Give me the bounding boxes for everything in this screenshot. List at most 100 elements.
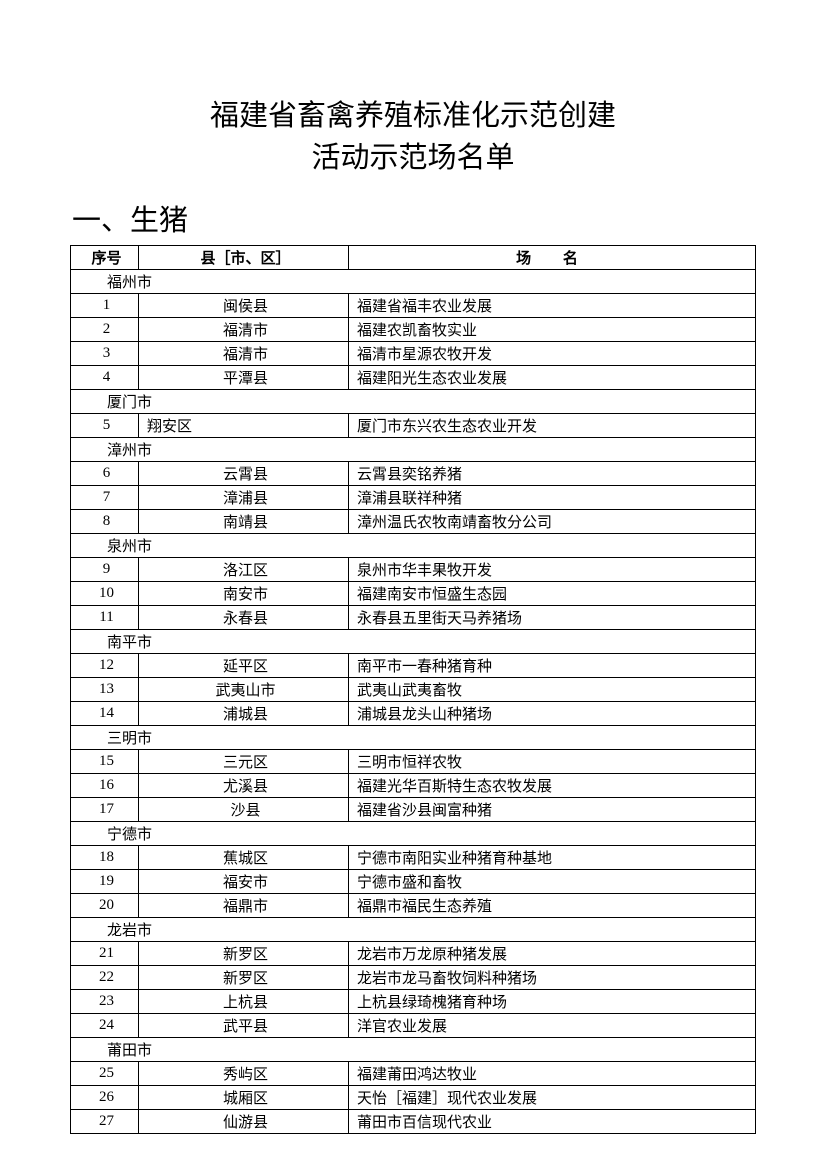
group-row: 厦门市 <box>71 390 756 414</box>
cell-county: 仙游县 <box>139 1110 349 1134</box>
farm-table: 序号 县［市、区］ 场 名 福州市1闽侯县福建省福丰农业发展2福清市福建农凯畜牧… <box>70 245 756 1134</box>
cell-index: 26 <box>71 1086 139 1110</box>
cell-farm: 漳州温氏农牧南靖畜牧分公司 <box>349 510 756 534</box>
table-row: 10南安市福建南安市恒盛生态园 <box>71 582 756 606</box>
col-header-county: 县［市、区］ <box>139 246 349 270</box>
cell-farm: 厦门市东兴农生态农业开发 <box>349 414 756 438</box>
cell-index: 27 <box>71 1110 139 1134</box>
cell-farm: 福建南安市恒盛生态园 <box>349 582 756 606</box>
table-row: 9洛江区泉州市华丰果牧开发 <box>71 558 756 582</box>
cell-index: 9 <box>71 558 139 582</box>
cell-index: 24 <box>71 1014 139 1038</box>
cell-county: 翔安区 <box>139 414 349 438</box>
cell-index: 21 <box>71 942 139 966</box>
table-row: 3福清市福清市星源农牧开发 <box>71 342 756 366</box>
table-row: 23上杭县上杭县绿琦槐猪育种场 <box>71 990 756 1014</box>
cell-index: 15 <box>71 750 139 774</box>
cell-farm: 福建光华百斯特生态农牧发展 <box>349 774 756 798</box>
cell-county: 闽侯县 <box>139 294 349 318</box>
cell-index: 10 <box>71 582 139 606</box>
group-row: 宁德市 <box>71 822 756 846</box>
group-name: 厦门市 <box>71 390 756 414</box>
cell-index: 18 <box>71 846 139 870</box>
group-name: 泉州市 <box>71 534 756 558</box>
cell-county: 蕉城区 <box>139 846 349 870</box>
group-row: 泉州市 <box>71 534 756 558</box>
cell-farm: 龙岩市龙马畜牧饲料种猪场 <box>349 966 756 990</box>
table-row: 15三元区三明市恒祥农牧 <box>71 750 756 774</box>
cell-index: 5 <box>71 414 139 438</box>
cell-farm: 南平市一春种猪育种 <box>349 654 756 678</box>
table-header-row: 序号 县［市、区］ 场 名 <box>71 246 756 270</box>
cell-county: 新罗区 <box>139 966 349 990</box>
group-row: 三明市 <box>71 726 756 750</box>
cell-farm: 福建省福丰农业发展 <box>349 294 756 318</box>
cell-county: 延平区 <box>139 654 349 678</box>
cell-county: 漳浦县 <box>139 486 349 510</box>
cell-index: 11 <box>71 606 139 630</box>
cell-farm: 福建省沙县闽富种猪 <box>349 798 756 822</box>
cell-farm: 漳浦县联祥种猪 <box>349 486 756 510</box>
group-name: 莆田市 <box>71 1038 756 1062</box>
col-header-farm: 场 名 <box>349 246 756 270</box>
cell-farm: 云霄县奕铭养猪 <box>349 462 756 486</box>
cell-county: 新罗区 <box>139 942 349 966</box>
cell-county: 福鼎市 <box>139 894 349 918</box>
cell-farm: 浦城县龙头山种猪场 <box>349 702 756 726</box>
group-name: 福州市 <box>71 270 756 294</box>
table-row: 16尤溪县福建光华百斯特生态农牧发展 <box>71 774 756 798</box>
cell-farm: 天怡［福建］现代农业发展 <box>349 1086 756 1110</box>
group-row: 南平市 <box>71 630 756 654</box>
group-name: 南平市 <box>71 630 756 654</box>
table-row: 2福清市福建农凯畜牧实业 <box>71 318 756 342</box>
cell-index: 14 <box>71 702 139 726</box>
cell-county: 福清市 <box>139 318 349 342</box>
title-line-2: 活动示范场名单 <box>70 137 756 179</box>
cell-index: 17 <box>71 798 139 822</box>
table-row: 18蕉城区宁德市南阳实业种猪育种基地 <box>71 846 756 870</box>
cell-county: 南安市 <box>139 582 349 606</box>
table-body: 福州市1闽侯县福建省福丰农业发展2福清市福建农凯畜牧实业3福清市福清市星源农牧开… <box>71 270 756 1134</box>
table-row: 27仙游县莆田市百信现代农业 <box>71 1110 756 1134</box>
cell-county: 洛江区 <box>139 558 349 582</box>
col-header-index: 序号 <box>71 246 139 270</box>
table-row: 8南靖县漳州温氏农牧南靖畜牧分公司 <box>71 510 756 534</box>
table-row: 20福鼎市福鼎市福民生态养殖 <box>71 894 756 918</box>
cell-index: 16 <box>71 774 139 798</box>
cell-index: 20 <box>71 894 139 918</box>
cell-county: 福安市 <box>139 870 349 894</box>
cell-county: 尤溪县 <box>139 774 349 798</box>
cell-farm: 福建莆田鸿达牧业 <box>349 1062 756 1086</box>
group-name: 三明市 <box>71 726 756 750</box>
group-row: 龙岩市 <box>71 918 756 942</box>
cell-farm: 武夷山武夷畜牧 <box>349 678 756 702</box>
cell-farm: 泉州市华丰果牧开发 <box>349 558 756 582</box>
cell-index: 22 <box>71 966 139 990</box>
group-row: 漳州市 <box>71 438 756 462</box>
table-row: 26城厢区天怡［福建］现代农业发展 <box>71 1086 756 1110</box>
cell-farm: 三明市恒祥农牧 <box>349 750 756 774</box>
cell-farm: 福鼎市福民生态养殖 <box>349 894 756 918</box>
cell-index: 7 <box>71 486 139 510</box>
cell-index: 6 <box>71 462 139 486</box>
table-row: 7漳浦县漳浦县联祥种猪 <box>71 486 756 510</box>
group-name: 龙岩市 <box>71 918 756 942</box>
cell-index: 4 <box>71 366 139 390</box>
table-row: 24武平县洋官农业发展 <box>71 1014 756 1038</box>
cell-farm: 福清市星源农牧开发 <box>349 342 756 366</box>
cell-county: 武夷山市 <box>139 678 349 702</box>
table-row: 19福安市宁德市盛和畜牧 <box>71 870 756 894</box>
cell-index: 3 <box>71 342 139 366</box>
cell-farm: 福建农凯畜牧实业 <box>349 318 756 342</box>
cell-farm: 永春县五里街天马养猪场 <box>349 606 756 630</box>
cell-county: 三元区 <box>139 750 349 774</box>
table-row: 14浦城县浦城县龙头山种猪场 <box>71 702 756 726</box>
table-row: 25秀屿区福建莆田鸿达牧业 <box>71 1062 756 1086</box>
table-row: 4平潭县福建阳光生态农业发展 <box>71 366 756 390</box>
cell-index: 25 <box>71 1062 139 1086</box>
group-row: 莆田市 <box>71 1038 756 1062</box>
cell-county: 平潭县 <box>139 366 349 390</box>
cell-county: 城厢区 <box>139 1086 349 1110</box>
cell-index: 19 <box>71 870 139 894</box>
table-row: 12延平区南平市一春种猪育种 <box>71 654 756 678</box>
